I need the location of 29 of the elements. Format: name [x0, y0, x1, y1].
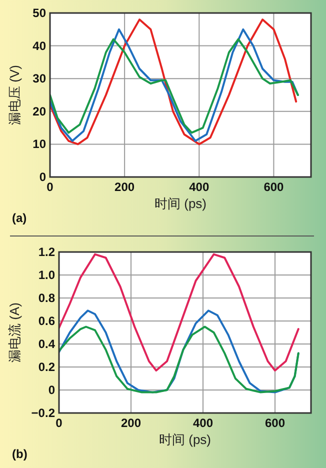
line-series [59, 253, 300, 372]
x-tick-label: 200 [120, 416, 142, 430]
x-tick-label: 400 [192, 416, 214, 430]
x-tick-label: 400 [189, 180, 210, 194]
text: (a) [12, 211, 27, 225]
y-tick-label: 0 [48, 383, 56, 397]
y-tick-label: 0 [39, 170, 46, 184]
y-axis-title: 漏电流 (A) [7, 302, 22, 362]
x-tick-label: 600 [264, 416, 286, 430]
y-tick-label: 20 [32, 104, 46, 118]
y-tick-label: −0.2 [31, 406, 56, 420]
y-tick-label: 0.4 [38, 337, 56, 351]
x-tick-label: 200 [114, 180, 135, 194]
line-series [59, 326, 300, 394]
y-tick-label: 30 [32, 72, 46, 86]
y-tick-label: 0.6 [38, 314, 56, 328]
y-tick-label: 0.2 [38, 360, 56, 374]
y-tick-label: 10 [32, 137, 46, 152]
x-axis-title: 时间 (ps) [159, 432, 211, 447]
line-series [50, 38, 299, 134]
x-tick-label: 600 [264, 180, 284, 194]
x-axis-title: 时间 (ps) [154, 196, 206, 211]
y-tick-label: 50 [32, 6, 46, 20]
y-tick-label: 0.8 [38, 291, 56, 305]
y-tick-label: 1.0 [38, 268, 56, 282]
y-tick-label: 40 [32, 38, 46, 53]
y-axis-title: 漏电压 (V) [7, 65, 22, 125]
text: (b) [12, 447, 28, 461]
y-tick-label: 1.2 [38, 245, 56, 259]
